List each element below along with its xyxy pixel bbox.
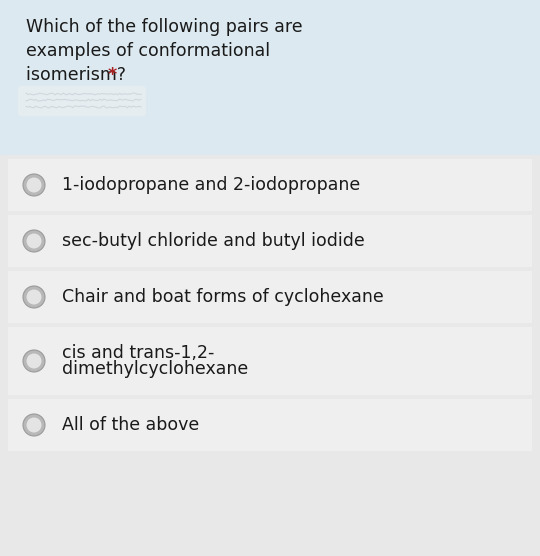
- Circle shape: [23, 286, 45, 308]
- Circle shape: [23, 350, 45, 372]
- Text: dimethylcyclohexane: dimethylcyclohexane: [62, 360, 248, 378]
- Text: sec-butyl chloride and butyl iodide: sec-butyl chloride and butyl iodide: [62, 232, 365, 250]
- FancyBboxPatch shape: [8, 327, 532, 395]
- Circle shape: [23, 414, 45, 436]
- FancyBboxPatch shape: [8, 215, 532, 267]
- FancyBboxPatch shape: [0, 0, 540, 155]
- Circle shape: [26, 234, 42, 249]
- Text: isomerism?: isomerism?: [26, 66, 132, 84]
- Text: examples of conformational: examples of conformational: [26, 42, 270, 60]
- Text: All of the above: All of the above: [62, 416, 199, 434]
- FancyBboxPatch shape: [8, 271, 532, 323]
- Circle shape: [26, 354, 42, 369]
- FancyBboxPatch shape: [18, 86, 146, 116]
- Circle shape: [23, 230, 45, 252]
- FancyBboxPatch shape: [8, 159, 532, 211]
- Text: cis and trans-1,2-: cis and trans-1,2-: [62, 344, 214, 362]
- FancyBboxPatch shape: [8, 399, 532, 451]
- Circle shape: [26, 290, 42, 305]
- Text: 1-iodopropane and 2-iodopropane: 1-iodopropane and 2-iodopropane: [62, 176, 360, 194]
- Text: Which of the following pairs are: Which of the following pairs are: [26, 18, 302, 36]
- Text: Chair and boat forms of cyclohexane: Chair and boat forms of cyclohexane: [62, 288, 384, 306]
- Circle shape: [23, 174, 45, 196]
- Circle shape: [26, 418, 42, 433]
- Text: *: *: [108, 66, 117, 84]
- Circle shape: [26, 177, 42, 192]
